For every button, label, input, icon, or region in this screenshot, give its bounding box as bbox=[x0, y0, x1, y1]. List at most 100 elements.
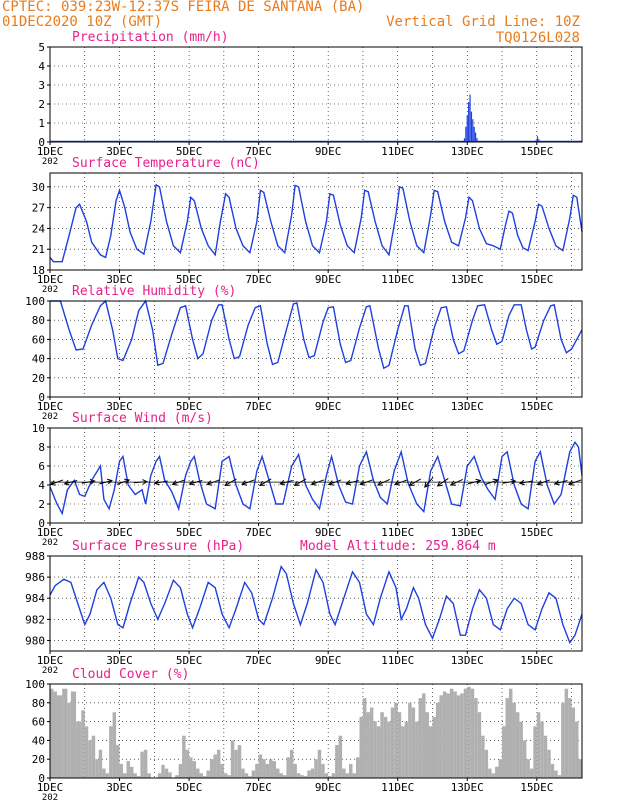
cloud-bar bbox=[390, 707, 395, 778]
cloud-bar bbox=[296, 773, 301, 778]
precip-bar bbox=[535, 140, 537, 142]
cloud-bar bbox=[300, 775, 304, 778]
cloud-bar bbox=[129, 766, 134, 778]
y-tick-label: 40 bbox=[32, 734, 45, 747]
panel-title: Relative Humidity (%) bbox=[72, 284, 236, 299]
y-tick-label: 2 bbox=[38, 98, 45, 111]
panel-frame bbox=[49, 300, 583, 398]
precip-bar bbox=[465, 126, 467, 142]
y-tick-label: 4 bbox=[38, 479, 45, 492]
panel-cloud: 0 20 40 60 80 100 1DEC 3DEC 5DEC 7DEC 9DEC 11DEC 13D… bbox=[25, 667, 583, 800]
cloud-bar bbox=[216, 749, 221, 778]
x-tick-label: 15DEC bbox=[520, 400, 553, 413]
cloud-bar bbox=[185, 749, 190, 778]
cloud-bar bbox=[526, 759, 530, 778]
cloud-bar bbox=[477, 712, 482, 778]
cloud-bar bbox=[575, 721, 579, 778]
cloud-bar bbox=[425, 712, 430, 778]
cloud-bar bbox=[202, 776, 207, 778]
cloud-bar bbox=[76, 721, 82, 778]
x-tick-label: 7DEC bbox=[245, 400, 272, 413]
cloud-bar bbox=[258, 754, 263, 778]
x-tick-label: 11DEC bbox=[381, 654, 414, 667]
cloud-bar bbox=[328, 776, 332, 778]
y-tick-label: 2 bbox=[38, 498, 45, 511]
x-tick-label: 1DEC bbox=[37, 273, 64, 286]
cloud-bar bbox=[418, 698, 423, 778]
wind-arrow-head bbox=[553, 480, 560, 486]
y-tick-label: 8 bbox=[38, 441, 45, 454]
panel-rh: 0 20 40 60 80 100 1DEC 3DEC 5DEC 7DEC 9DEC 11DEC 13D… bbox=[25, 284, 583, 422]
panel-precip: 0 1 2 3 4 5 1DEC 3DEC 5DEC 7DEC 9DEC 11DEC 13DEC 15DE… bbox=[37, 30, 583, 167]
y-tick-label: 20 bbox=[32, 372, 45, 385]
cloud-bar bbox=[550, 763, 555, 778]
cloud-bar bbox=[244, 773, 249, 778]
cloud-bar bbox=[435, 702, 440, 778]
y-tick-label: 40 bbox=[32, 353, 45, 366]
x-year-label: 202 bbox=[42, 793, 58, 800]
x-tick-label: 9DEC bbox=[315, 400, 342, 413]
cloud-bar bbox=[380, 712, 384, 778]
x-tick-label: 13DEC bbox=[451, 145, 484, 158]
cloud-bar bbox=[81, 710, 85, 778]
x-tick-label: 1DEC bbox=[37, 654, 64, 667]
cloud-bar bbox=[272, 761, 277, 778]
cloud-bar bbox=[484, 749, 489, 778]
cloud-bar bbox=[307, 770, 311, 778]
cloud-bar bbox=[401, 726, 405, 778]
cloud-bar bbox=[502, 726, 506, 778]
cloud-bar bbox=[463, 688, 468, 778]
wind-arrow bbox=[467, 478, 482, 485]
x-tick-label: 3DEC bbox=[106, 781, 133, 794]
cloud-bar bbox=[293, 763, 297, 778]
cloud-bar bbox=[533, 726, 537, 778]
station-header: CPTEC: 039:23W-12:37S FEIRA DE SANTANA (… bbox=[2, 0, 365, 15]
y-tick-label: 3 bbox=[38, 79, 45, 92]
cloud-bar bbox=[53, 691, 57, 778]
cloud-bar bbox=[143, 749, 148, 778]
x-tick-label: 5DEC bbox=[176, 654, 203, 667]
run-date: 01DEC2020 10Z (GMT) bbox=[2, 14, 163, 30]
x-tick-label: 13DEC bbox=[451, 273, 484, 286]
cloud-bar bbox=[182, 735, 186, 778]
x-year-label: 202 bbox=[42, 285, 58, 295]
cloud-bar bbox=[456, 695, 461, 778]
cloud-bar bbox=[429, 726, 433, 778]
x-tick-label: 9DEC bbox=[315, 781, 342, 794]
cloud-bar bbox=[282, 775, 287, 778]
cloud-bar bbox=[303, 776, 308, 778]
cloud-bar bbox=[168, 772, 172, 778]
cloud-bar bbox=[453, 691, 457, 778]
wind-arrow-head bbox=[63, 480, 70, 486]
wind-arrow bbox=[553, 479, 568, 486]
cloud-bar bbox=[112, 712, 117, 778]
cloud-bar bbox=[213, 754, 217, 778]
cloud-bar bbox=[84, 726, 89, 778]
y-tick-label: 60 bbox=[32, 333, 45, 346]
cloud-bar bbox=[460, 693, 464, 778]
x-tick-label: 11DEC bbox=[381, 400, 414, 413]
x-tick-label: 15DEC bbox=[520, 145, 553, 158]
cloud-bar bbox=[324, 773, 329, 778]
cloud-bar bbox=[540, 721, 544, 778]
cloud-bar bbox=[369, 707, 374, 778]
wind-arrow-head bbox=[259, 480, 265, 486]
cloud-bar bbox=[522, 740, 527, 778]
panel-frame bbox=[49, 683, 583, 779]
cloud-bar bbox=[474, 698, 478, 778]
cloud-bar bbox=[394, 702, 398, 778]
x-tick-label: 11DEC bbox=[381, 273, 414, 286]
cloud-bar bbox=[411, 707, 416, 778]
wind-arrow-head bbox=[188, 480, 195, 486]
cloud-bar bbox=[359, 716, 363, 778]
cloud-bar bbox=[543, 735, 548, 778]
cloud-bar bbox=[331, 773, 336, 778]
wind-arrow-head bbox=[279, 480, 286, 486]
precip-bar bbox=[476, 138, 478, 142]
y-tick-label: 100 bbox=[25, 295, 45, 308]
cloud-bar bbox=[227, 775, 231, 778]
y-tick-label: 986 bbox=[25, 571, 45, 584]
cloud-bar bbox=[289, 749, 294, 778]
wind-arrow-head bbox=[224, 480, 231, 486]
cloud-bar bbox=[508, 688, 513, 778]
